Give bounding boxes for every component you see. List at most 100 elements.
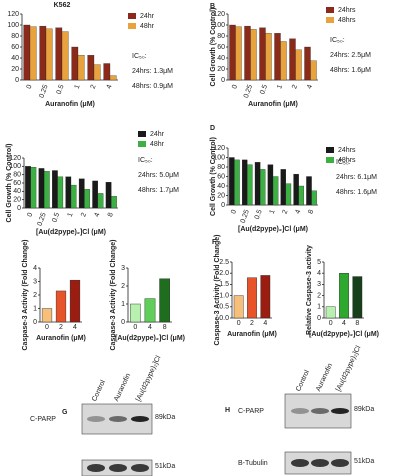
x-tick-label: 2 xyxy=(90,84,98,90)
bar xyxy=(109,75,117,81)
x-axis-label: [Au(d2pype)₂]Cl (μM) xyxy=(309,331,379,338)
bar xyxy=(254,162,261,206)
y-tick-label: 3 xyxy=(317,281,321,288)
x-tick-label: 0 xyxy=(231,84,239,90)
bar xyxy=(295,49,302,81)
x-tick-label: 0 xyxy=(26,84,34,90)
y-tick-label: 2 xyxy=(121,283,125,290)
band xyxy=(291,459,309,467)
legend-swatch xyxy=(128,13,136,19)
annotation: IC₅₀: xyxy=(330,37,345,44)
bar xyxy=(159,278,171,323)
bar xyxy=(71,46,79,81)
band xyxy=(87,464,105,472)
x-tick-label: 0.5 xyxy=(259,84,269,96)
band xyxy=(291,408,309,414)
y-tick-label: 2 xyxy=(317,292,321,299)
band xyxy=(331,408,349,414)
size-label: 51kDa xyxy=(155,463,175,470)
x-axis-label: [Au(d2pype)₂]Cl (μM) xyxy=(115,335,185,342)
legend-swatch xyxy=(138,141,146,147)
x-tick-label: 1 xyxy=(276,84,284,90)
band xyxy=(131,464,149,472)
band xyxy=(109,464,127,472)
bar xyxy=(39,25,47,81)
bar xyxy=(92,180,99,209)
bar xyxy=(298,185,305,206)
annotation: IC₅₀: xyxy=(336,159,351,166)
bar xyxy=(84,189,90,209)
y-tick-label: 1 xyxy=(33,305,37,312)
x-tick-label: 0.25 xyxy=(243,84,254,99)
bar xyxy=(280,41,287,81)
y-tick-label: 0 xyxy=(33,319,37,326)
y-axis-label: Caspase-3 Activity (Fold Change) xyxy=(22,240,29,351)
x-axis-label: Auranofin (μM) xyxy=(36,335,86,342)
bar xyxy=(306,176,312,206)
bar xyxy=(61,31,69,81)
legend-swatch xyxy=(326,147,334,153)
x-tick-label: 1 xyxy=(67,212,75,218)
y-tick-label: 80 xyxy=(217,164,225,171)
y-tick-label: 40 xyxy=(11,55,19,62)
bar xyxy=(23,24,31,81)
bar xyxy=(103,63,111,81)
x-axis-label: Auranofin (μM) xyxy=(227,331,277,338)
bar xyxy=(352,276,363,319)
x-tick-label: 8 xyxy=(355,320,359,327)
legend-label: 48hrs xyxy=(338,17,356,24)
panel-letter: H xyxy=(225,407,230,414)
x-tick-label: 0 xyxy=(329,320,333,327)
annotation: IC₅₀: xyxy=(132,53,147,60)
bar xyxy=(77,55,85,81)
bar xyxy=(29,26,37,81)
protein-label: C-PARP xyxy=(238,408,264,415)
bar xyxy=(55,290,67,323)
x-tick-label: 0 xyxy=(237,320,241,327)
annotation: 48hrs: 1.6μM xyxy=(330,67,371,74)
protein-label: C-PARP xyxy=(30,416,56,423)
annotation: 24hrs: 6.1μM xyxy=(336,174,377,181)
bar xyxy=(105,182,112,209)
band xyxy=(131,416,149,422)
x-tick-label: 4 xyxy=(148,324,152,331)
x-tick-label: 2 xyxy=(282,209,290,215)
y-tick-label: 0 xyxy=(221,77,225,84)
annotation: 48hrs: 0.9μM xyxy=(132,83,173,90)
annotation: 48hrs: 1.6μM xyxy=(336,189,377,196)
y-tick-label: 1.5 xyxy=(219,281,229,288)
bar xyxy=(38,168,45,209)
bar xyxy=(293,173,299,206)
band xyxy=(331,459,349,467)
bar xyxy=(229,24,236,81)
bar xyxy=(259,169,266,206)
x-tick-label: 0.5 xyxy=(56,84,66,96)
x-tick-label: 2 xyxy=(291,84,299,90)
band xyxy=(311,408,329,414)
bar xyxy=(129,303,141,323)
bar xyxy=(87,55,95,81)
y-tick-label: 20 xyxy=(13,197,21,204)
y-axis-label: Cell Growth (% Control) xyxy=(6,144,13,223)
legend-swatch xyxy=(326,17,334,23)
y-tick-label: 100 xyxy=(9,163,21,170)
legend-swatch xyxy=(128,23,136,29)
bar xyxy=(144,298,156,323)
x-tick-label: 4 xyxy=(73,324,77,331)
y-tick-label: 1 xyxy=(317,304,321,311)
annotation: 24hrs: 5.0μM xyxy=(138,172,179,179)
bar xyxy=(311,190,317,206)
y-tick-label: 0 xyxy=(121,319,125,326)
lane-label: Auranofin xyxy=(315,362,334,392)
x-tick-label: 0 xyxy=(230,209,238,215)
bar xyxy=(97,193,104,209)
annotation: 24hrs: 2.5μM xyxy=(330,52,371,59)
bar xyxy=(241,159,248,206)
x-tick-label: 1 xyxy=(74,84,82,90)
y-tick-label: 0 xyxy=(15,77,19,84)
protein-label: B-Tubulin xyxy=(238,460,268,467)
bar xyxy=(55,27,63,81)
band xyxy=(87,416,105,422)
bar xyxy=(234,159,240,206)
y-tick-label: 0 xyxy=(221,202,225,209)
